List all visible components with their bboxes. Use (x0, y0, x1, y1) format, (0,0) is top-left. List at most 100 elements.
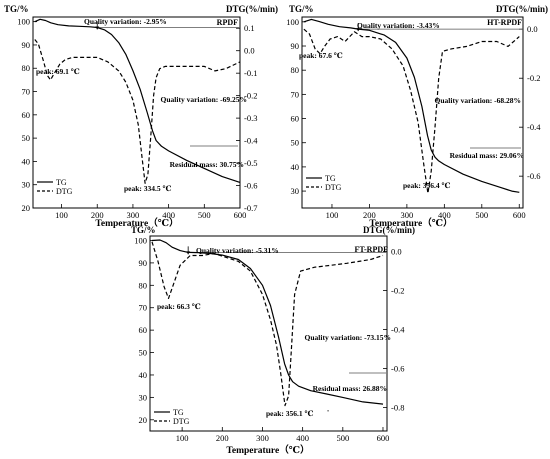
y-axis-left-label: TG/% (4, 4, 29, 14)
annotation-label: peak: 67.6 ℃ (299, 51, 343, 60)
y-left-tick-label: 100 (286, 17, 299, 27)
y-left-tick-label: 20 (22, 203, 31, 213)
y-left-tick-label: 60 (139, 325, 148, 335)
y-left-tick-label: 100 (17, 17, 30, 27)
annotation-label: Residual mass: 30.75% (170, 160, 244, 169)
y-right-tick-label: -0.2 (244, 91, 257, 101)
annotation-label: peak: 356.4 ℃ (403, 181, 451, 190)
annotation-label: Quality variation: -68.28% (435, 96, 521, 105)
annotation-label: Quality variation: -73.15% (305, 333, 391, 342)
y-right-tick-label: -0.7 (244, 203, 257, 213)
y-left-tick-label: 90 (22, 40, 31, 50)
y-left-tick-label: 70 (291, 89, 300, 99)
x-tick-label: 400 (162, 210, 175, 220)
y-axis-right-label: DTG(%/min) (226, 4, 278, 14)
y-right-tick-label: -0.1 (244, 68, 257, 78)
y-right-tick-label: -0.6 (244, 181, 257, 191)
annotation-label: Quality variation: -2.95% (84, 17, 167, 26)
x-tick-label: 500 (198, 210, 211, 220)
annotation-label: Residual mass: 29.06% (450, 151, 524, 160)
y-axis-right-label: DTG(%/min) (363, 225, 415, 235)
x-axis-label: Temperature（℃） (369, 217, 452, 229)
y-right-tick-label: -0.6 (391, 364, 404, 374)
y-left-tick-label: 80 (291, 65, 300, 75)
x-tick-label: 400 (296, 433, 309, 443)
dtg-series-line (151, 241, 384, 407)
legend-label: TG (56, 178, 67, 187)
legend-label: DTG (56, 187, 73, 196)
y-right-tick-label: -0.2 (391, 286, 404, 296)
y-right-tick-label: -0.5 (244, 158, 257, 168)
chart-panel-rpdf: 100 200 300 400 500 600 20 30 40 50 60 70 80 90 100 0.1… (4, 4, 278, 229)
y-left-tick-label: 30 (139, 392, 148, 402)
tg-series-line (151, 239, 384, 405)
x-tick-label: 300 (127, 210, 140, 220)
legend-label: DTG (173, 417, 190, 426)
x-tick-label: 100 (55, 210, 68, 220)
legend-label: DTG (325, 183, 342, 192)
legend-label: TG (173, 408, 184, 417)
y-right-tick-label: 0.1 (244, 23, 255, 33)
x-tick-label: 500 (475, 210, 488, 220)
annotation-label: peak: 334.5 ℃ (124, 184, 172, 193)
annotation-label: Quality variation: -69.25% (161, 95, 247, 104)
plot-frame (149, 235, 388, 432)
y-right-tick-label: 0.0 (527, 24, 538, 34)
annotation-label: Residual mass: 26.88% (313, 384, 387, 393)
y-right-tick-label: -0.3 (244, 113, 257, 123)
panel-title: RPDF (217, 18, 238, 27)
y-right-tick-label: -0.4 (391, 325, 405, 335)
y-left-tick-label: 20 (139, 415, 148, 425)
y-left-tick-label: 50 (139, 348, 148, 358)
y-right-tick-label: -0.2 (527, 73, 540, 83)
x-tick-label: 500 (336, 433, 349, 443)
annotation-label: Quality variation: -3.43% (357, 21, 440, 30)
y-axis-left-label: TG/% (289, 4, 314, 14)
y-right-tick-label: -0.6 (527, 171, 540, 181)
tg-series-line (303, 18, 520, 193)
annotation-label: Quality variation: -5.31% (196, 246, 279, 255)
y-left-tick-label: 80 (22, 63, 31, 73)
x-tick-label: 600 (234, 210, 247, 220)
y-right-tick-label: -0.4 (244, 136, 258, 146)
y-left-tick-label: 90 (139, 258, 148, 268)
y-left-tick-label: 70 (22, 87, 31, 97)
y-right-tick-label: 0.0 (391, 247, 402, 257)
x-axis-label: Temperature（℃） (226, 444, 309, 456)
y-left-tick-label: 40 (291, 162, 300, 172)
x-tick-label: 200 (363, 210, 376, 220)
annotation-label: peak: 66.3 ℃ (157, 302, 201, 311)
x-tick-label: 100 (176, 433, 189, 443)
chart-panel-ft-rpdf: 100 200 300 400 500 600 20 30 40 50 60 70 80 90 100 0.0… (131, 225, 415, 456)
y-left-tick-label: 40 (139, 370, 148, 380)
tg-series-line (34, 18, 241, 183)
plot-frame (301, 16, 524, 209)
annotation-label: peak: 69.1 ℃ (36, 67, 80, 76)
y-left-tick-label: 70 (139, 303, 148, 313)
y-left-tick-label: 50 (291, 138, 300, 148)
y-axis-left-label: TG/% (131, 225, 156, 235)
y-right-tick-label: -0.8 (391, 403, 404, 413)
panel-title: FT-RPDF (355, 245, 389, 254)
x-tick-label: 600 (377, 433, 390, 443)
y-left-tick-label: 60 (291, 114, 300, 124)
x-tick-label: 300 (256, 433, 269, 443)
plot-frame (32, 16, 241, 209)
y-left-tick-label: 60 (22, 110, 31, 120)
x-tick-label: 400 (438, 210, 451, 220)
x-tick-label: 600 (513, 210, 526, 220)
legend-label: TG (325, 174, 336, 183)
y-right-tick-label: 0.0 (244, 46, 255, 56)
y-left-tick-label: 100 (134, 235, 147, 245)
y-left-tick-label: 30 (291, 186, 300, 196)
dtg-series-line (34, 39, 241, 184)
y-left-tick-label: 40 (22, 156, 31, 166)
y-left-tick-label: 50 (22, 133, 31, 143)
x-tick-label: 300 (401, 210, 414, 220)
x-axis-label: Temperature（℃） (95, 217, 178, 229)
x-tick-label: 200 (91, 210, 104, 220)
y-left-tick-label: 80 (139, 280, 148, 290)
panel-title: HT-RPDF (487, 18, 522, 27)
dtg-series-line (303, 28, 520, 194)
